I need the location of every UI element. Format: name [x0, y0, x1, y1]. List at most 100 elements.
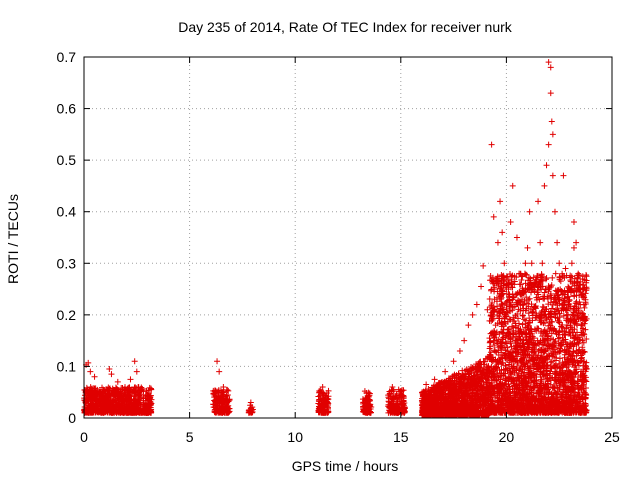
data-point [526, 295, 533, 302]
data-point [85, 402, 92, 409]
data-point [479, 386, 486, 393]
data-point [463, 408, 470, 415]
data-point [455, 371, 462, 378]
data-point [363, 400, 370, 407]
data-point [468, 399, 475, 406]
data-point [133, 385, 140, 392]
data-point [439, 388, 446, 395]
data-point [104, 405, 111, 412]
data-point [474, 393, 481, 400]
data-point [210, 401, 217, 408]
data-point [222, 403, 229, 410]
data-point [425, 394, 432, 401]
data-point [224, 396, 231, 403]
data-point [92, 385, 99, 392]
data-point [363, 394, 370, 401]
data-point [440, 392, 447, 399]
data-point [120, 387, 127, 394]
data-point [144, 403, 151, 410]
data-point [445, 383, 452, 390]
data-point [579, 273, 586, 280]
data-point [114, 388, 121, 395]
data-point [366, 397, 373, 404]
data-point [474, 408, 481, 415]
data-point [493, 364, 500, 371]
data-point [427, 405, 434, 412]
data-point [542, 276, 549, 283]
data-point [554, 317, 561, 324]
data-point [364, 409, 371, 416]
data-point [316, 398, 323, 405]
data-point [122, 393, 129, 400]
data-point [497, 355, 504, 362]
data-point [435, 380, 442, 387]
data-point [511, 278, 518, 285]
data-point [480, 412, 487, 419]
data-point [401, 408, 408, 415]
data-point [482, 390, 489, 397]
data-point [430, 394, 437, 401]
data-point [104, 394, 111, 401]
data-point [146, 387, 153, 394]
data-point [147, 401, 154, 408]
data-point [113, 407, 120, 414]
data-point [467, 375, 474, 382]
data-point [215, 408, 222, 415]
data-point [109, 409, 116, 416]
data-point [385, 392, 392, 399]
data-point [434, 397, 441, 404]
data-point [559, 322, 566, 329]
data-point [560, 312, 567, 319]
data-point [498, 354, 505, 361]
data-point [450, 372, 457, 379]
data-point [540, 293, 547, 300]
data-point [320, 394, 327, 401]
data-point [483, 370, 490, 377]
data-point [222, 394, 229, 401]
data-point [98, 405, 105, 412]
data-point [471, 402, 478, 409]
data-point [582, 362, 589, 369]
data-point [110, 392, 117, 399]
data-point [132, 396, 139, 403]
data-point [473, 409, 480, 416]
data-point [460, 372, 467, 379]
data-point [556, 348, 563, 355]
data-point [518, 370, 525, 377]
data-point [428, 408, 435, 415]
data-point [434, 395, 441, 402]
data-point [574, 312, 581, 319]
data-point [93, 389, 100, 396]
data-point [502, 370, 509, 377]
data-point [400, 392, 407, 399]
data-point [468, 380, 475, 387]
data-point [538, 271, 545, 278]
data-point [126, 390, 133, 397]
data-point [499, 360, 506, 367]
data-point [120, 409, 127, 416]
data-point [565, 347, 572, 354]
data-point [88, 409, 95, 416]
data-point [324, 409, 331, 416]
data-point [452, 386, 459, 393]
data-point [479, 392, 486, 399]
data-point [471, 372, 478, 379]
data-point [130, 386, 137, 393]
data-point [126, 400, 133, 407]
data-point [457, 400, 464, 407]
data-point [482, 355, 489, 362]
data-point [520, 328, 527, 335]
data-point [460, 404, 467, 411]
data-point [418, 402, 425, 409]
data-point [212, 398, 219, 405]
data-point [549, 305, 556, 312]
data-point [480, 379, 487, 386]
chart-title: Day 235 of 2014, Rate Of TEC Index for r… [178, 19, 513, 35]
data-point [109, 385, 116, 392]
data-point [425, 385, 432, 392]
data-point [323, 390, 330, 397]
data-point [390, 386, 397, 393]
data-point [324, 399, 331, 406]
data-point [445, 395, 452, 402]
data-points [81, 59, 590, 419]
